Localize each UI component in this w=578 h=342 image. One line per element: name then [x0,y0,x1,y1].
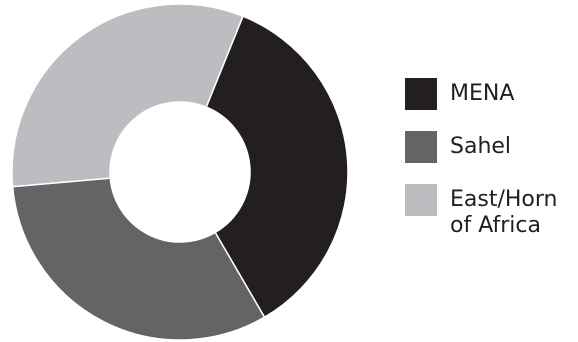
slice-east-horn-of-africa [11,3,244,188]
legend-swatch-east-horn-of-africa [405,184,437,216]
slice-sahel [11,177,266,341]
legend-swatch-sahel [405,131,437,163]
legend-item-sahel: Sahel [405,131,511,163]
legend-label-east-horn-of-africa: East/Horn of Africa [450,187,558,238]
legend-item-mena: MENA [405,78,514,110]
legend-item-east-horn-of-africa: East/Horn of Africa [405,184,558,239]
legend-swatch-mena [405,78,437,110]
legend: MENA Sahel East/Horn of Africa [405,0,575,342]
legend-label-mena: MENA [450,81,515,106]
donut-chart [11,3,349,341]
legend-label-sahel: Sahel [450,134,512,159]
slice-mena [205,15,349,319]
